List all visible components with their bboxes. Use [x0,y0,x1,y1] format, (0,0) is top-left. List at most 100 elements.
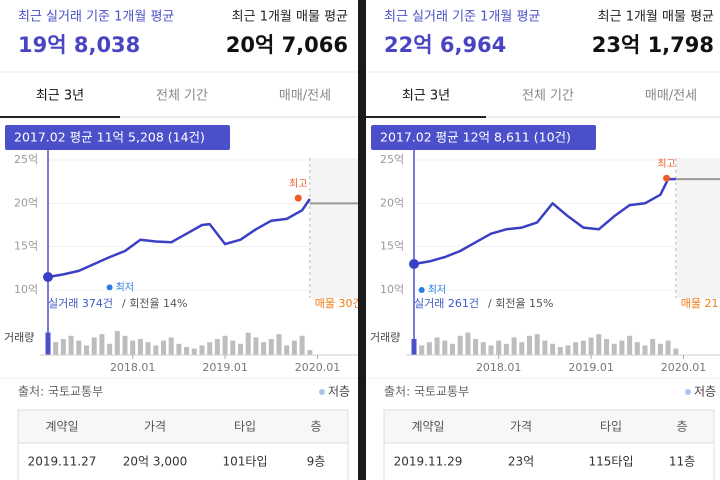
volume-bar [503,343,509,355]
listing-label: 최근 1개월 매물 평균 [232,10,348,25]
volume-bar [642,345,648,355]
volume-bar [426,342,432,355]
tab[interactable]: 최근 3년 [36,89,84,104]
table-header: 타입 [600,420,622,434]
volume-bar [268,339,274,355]
table-cell: 115타입 [589,455,634,469]
high-dot [294,194,302,202]
volume-bar [130,340,136,355]
table-header: 가격 [510,420,532,434]
volume-bar [657,343,663,355]
table-cell: 2019.11.29 [394,455,463,469]
volume-bar [588,337,594,355]
low-dot [106,284,113,291]
turnover: / 회전율 14% [122,297,188,310]
volume-bar [573,342,579,355]
panel: 최근 실거래 기준 1개월 평균 최근 1개월 매물 평균 19억 8,038 20억… [0,0,358,480]
x-tick-label: 2019.01 [202,361,248,374]
volume-bar [411,339,417,355]
volume-bar [91,337,97,355]
sale-value: 19억 8,038 [18,33,140,57]
y-tick-label: 15억 [380,240,404,253]
high-label: 최고 [289,178,307,190]
volume-bar [580,340,586,355]
table-header-bg [18,410,348,443]
volume-bar [480,342,486,355]
x-tick-label: 2020.01 [661,361,707,374]
tab[interactable]: 매매/전세 [645,89,697,104]
listing-value: 20억 7,066 [226,33,348,57]
table-header: 계약일 [411,419,444,434]
trade-count: 실거래 374건 [48,297,113,310]
table-cell: 23억 [508,455,534,469]
volume-bar [291,340,297,355]
tab[interactable]: 전체 기간 [522,89,574,104]
table-header: 타입 [234,420,256,434]
table-header-bg [384,410,714,443]
sale-label: 최근 실거래 기준 1개월 평균 [18,10,174,25]
tab[interactable]: 매매/전세 [279,89,331,104]
volume-bar [53,342,59,355]
sale-label: 최근 실거래 기준 1개월 평균 [384,10,540,25]
panel: 최근 실거래 기준 1개월 평균 최근 1개월 매물 평균 22억 6,964 23억… [366,0,720,480]
volume-bar [84,345,89,355]
volume-bar [184,347,190,355]
volume-bar [276,334,282,355]
table-header: 층 [310,420,321,434]
volume-bar [457,335,463,355]
table-cell: 11층 [669,455,695,469]
tab[interactable]: 전체 기간 [156,89,208,104]
x-tick-label: 2019.01 [568,361,614,374]
volume-bar [534,334,540,355]
x-tick-label: 2018.01 [476,361,522,374]
volume-bar [650,339,656,355]
y-tick-label: 20억 [14,196,38,209]
legend-dot [319,389,325,395]
x-tick-label: 2020.01 [295,361,341,374]
volume-bar [511,337,517,355]
table-cell: 20억 3,000 [123,455,187,469]
volume-bar [557,347,563,355]
volume-bar [496,340,502,355]
volume-label: 거래량 [370,331,400,344]
trade-count: 실거래 261건 [414,297,479,310]
volume-bar [542,340,548,355]
panel-svg: 최근 실거래 기준 1개월 평균 최근 1개월 매물 평균 19억 8,038 20억… [0,10,358,480]
volume-bar [473,339,479,355]
volume-bar [161,340,166,355]
volume-bar [45,332,51,355]
volume-bar [307,350,313,355]
listing-region [675,158,720,298]
table-cell: 2019.11.27 [28,455,97,469]
source: 출처: 국토교통부 [18,385,103,399]
volume-bar [238,343,243,355]
price-line [47,198,311,279]
listing-label: 최근 1개월 매물 평균 [598,10,714,25]
volume-label: 거래량 [4,331,34,344]
table-cell: 101타입 [223,455,268,469]
y-tick-label: 25억 [14,153,38,166]
y-tick-label: 10억 [14,283,38,296]
table-header: 계약일 [45,419,78,434]
volume-bar [107,343,113,355]
y-tick-label: 10억 [380,283,404,296]
volume-bar [527,335,532,355]
volume-bar [299,335,305,355]
volume-bar [76,340,82,355]
volume-bar [214,339,220,355]
tab[interactable]: 최근 3년 [402,89,450,104]
volume-bar [245,332,251,355]
volume-bar [284,345,290,355]
y-tick-label: 20억 [380,196,404,209]
volume-bar [191,348,197,355]
tooltip [5,125,230,150]
start-dot [409,259,419,269]
volume-bar [488,345,494,355]
volume-bar [230,340,236,355]
high-dot [663,174,671,182]
volume-bar [145,342,151,355]
legend-label: 저층 [694,385,716,399]
panel-svg: 최근 실거래 기준 1개월 평균 최근 1개월 매물 평균 22억 6,964 23억… [366,10,720,480]
listing-region [309,158,358,298]
